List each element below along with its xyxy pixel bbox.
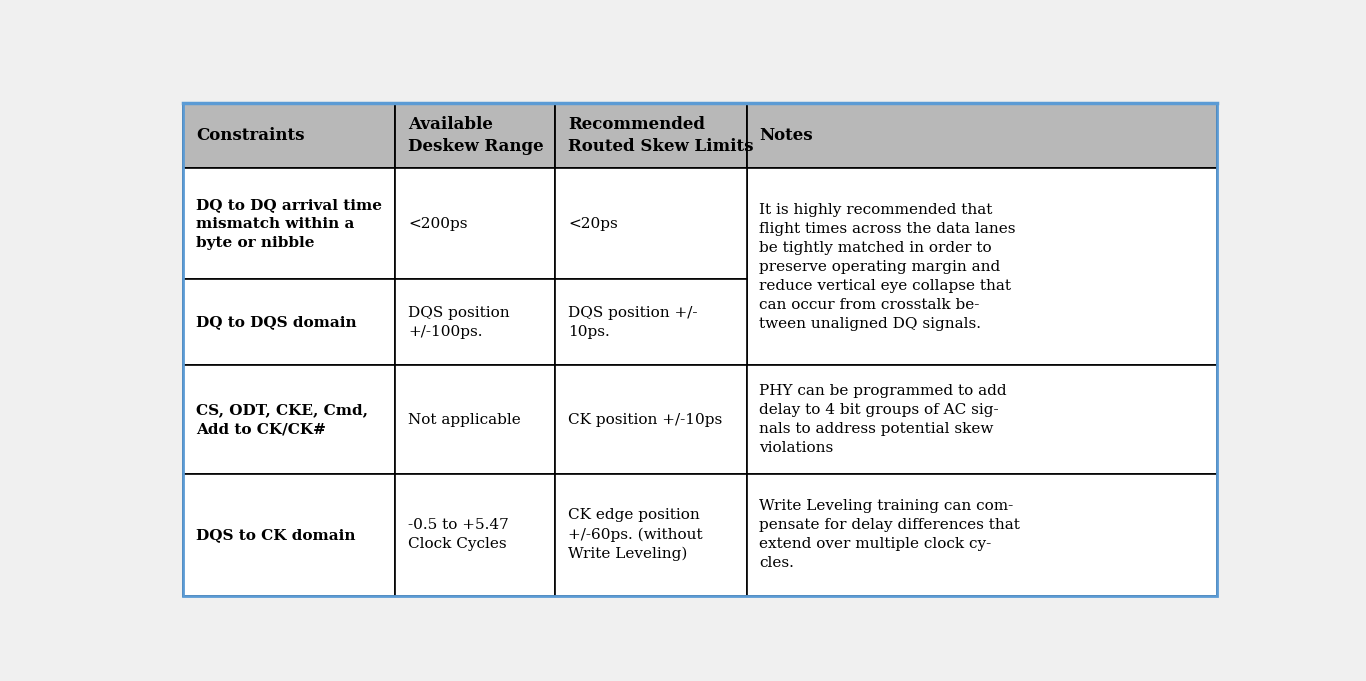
Text: Recommended
Routed Skew Limits: Recommended Routed Skew Limits [568, 116, 754, 155]
Text: Constraints: Constraints [197, 127, 305, 144]
Bar [395, 103, 556, 168]
Bar [747, 168, 1217, 366]
Text: DQ to DQS domain: DQ to DQS domain [197, 315, 357, 330]
Bar [183, 366, 395, 474]
Bar [556, 168, 747, 279]
Text: <20ps: <20ps [568, 217, 617, 231]
Text: Not applicable: Not applicable [408, 413, 520, 426]
Text: DQ to DQ arrival time
mismatch within a
byte or nibble: DQ to DQ arrival time mismatch within a … [197, 197, 382, 250]
Text: Notes: Notes [759, 127, 813, 144]
Bar [556, 103, 747, 168]
Bar [395, 279, 556, 366]
Bar [183, 103, 395, 168]
Text: Available
Deskew Range: Available Deskew Range [408, 116, 544, 155]
Bar [395, 168, 556, 279]
Text: DQS position
+/-100ps.: DQS position +/-100ps. [408, 306, 510, 338]
Bar [183, 279, 395, 366]
Text: CK position +/-10ps: CK position +/-10ps [568, 413, 723, 426]
Text: CK edge position
+/-60ps. (without
Write Leveling): CK edge position +/-60ps. (without Write… [568, 508, 702, 561]
Text: DQS position +/-
10ps.: DQS position +/- 10ps. [568, 306, 698, 338]
Bar [747, 474, 1217, 596]
Bar [747, 103, 1217, 168]
Text: -0.5 to +5.47
Clock Cycles: -0.5 to +5.47 Clock Cycles [408, 518, 508, 551]
Text: <200ps: <200ps [408, 217, 467, 231]
Text: It is highly recommended that
flight times across the data lanes
be tightly matc: It is highly recommended that flight tim… [759, 203, 1016, 331]
Bar [556, 366, 747, 474]
Bar [556, 474, 747, 596]
Bar [183, 168, 395, 279]
Bar [395, 366, 556, 474]
Bar [556, 279, 747, 366]
Bar [183, 474, 395, 596]
Text: CS, ODT, CKE, Cmd,
Add to CK/CK#: CS, ODT, CKE, Cmd, Add to CK/CK# [197, 403, 369, 436]
Text: DQS to CK domain: DQS to CK domain [197, 528, 355, 541]
Bar [395, 474, 556, 596]
Text: PHY can be programmed to add
delay to 4 bit groups of AC sig-
nals to address po: PHY can be programmed to add delay to 4 … [759, 384, 1007, 455]
Bar [747, 366, 1217, 474]
Text: Write Leveling training can com-
pensate for delay differences that
extend over : Write Leveling training can com- pensate… [759, 499, 1020, 570]
